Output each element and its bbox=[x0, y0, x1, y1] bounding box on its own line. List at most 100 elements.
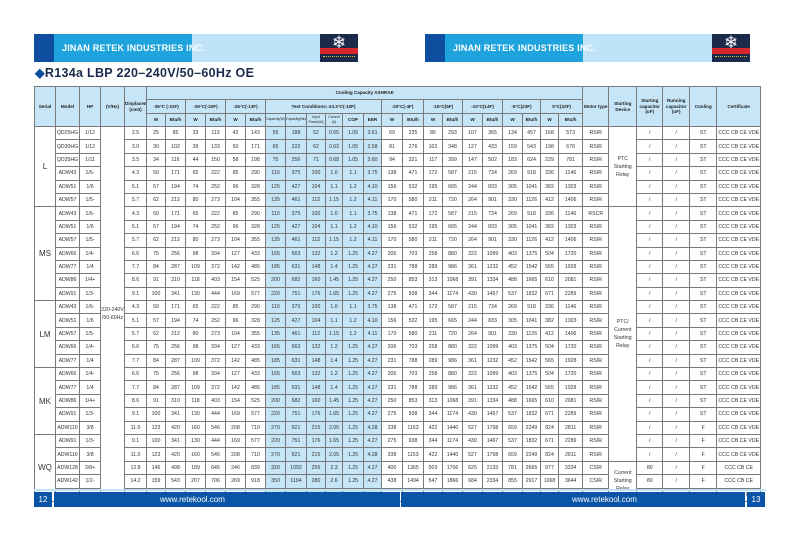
cooling-cell: ST bbox=[689, 125, 718, 141]
running-capacitor-cell: / bbox=[662, 286, 691, 302]
certificate-cell: CCC CB CE VDE bbox=[716, 393, 762, 409]
displacement-cell: 8.6 bbox=[124, 393, 147, 409]
cooling-cell: ST bbox=[689, 166, 718, 181]
eer-cell: 4.27 bbox=[363, 246, 382, 261]
capacity-btu-cell: 427 bbox=[285, 179, 307, 194]
website-link[interactable]: www.retekool.com bbox=[572, 495, 637, 504]
btu-0-cell: 2289 bbox=[557, 433, 584, 449]
hp-cell: 1/11 bbox=[79, 152, 101, 168]
running-capacitor-cell: / bbox=[662, 152, 691, 168]
btu-15-cell: 399 bbox=[442, 152, 463, 168]
starting-capacitor-cell: / bbox=[636, 246, 664, 261]
capacity-w-cell: 125 bbox=[265, 179, 286, 194]
w-15-cell: 289 bbox=[423, 259, 443, 275]
banner-accent bbox=[54, 34, 192, 62]
btu-10-cell: 901 bbox=[482, 192, 503, 208]
starting-capacitor-cell: / bbox=[636, 166, 664, 181]
w-30-cell: 118 bbox=[185, 273, 206, 288]
btu-0-cell: 1406 bbox=[557, 233, 584, 248]
btu-20-cell: 1153 bbox=[402, 447, 424, 462]
current-cell: 1.65 bbox=[325, 286, 343, 302]
certificate-cell: CCC CB CE VDE bbox=[716, 166, 762, 181]
w-35-cell: 75 bbox=[146, 340, 166, 355]
starting-capacitor-cell: / bbox=[636, 340, 664, 355]
current-cell: 1.0 bbox=[325, 206, 343, 221]
website-link[interactable]: www.retekool.com bbox=[160, 495, 225, 504]
hp-cell: 1/3- bbox=[79, 407, 101, 422]
btu-0-cell: 1146 bbox=[557, 300, 584, 315]
running-capacitor-cell: / bbox=[662, 259, 691, 275]
w-5-cell: 488 bbox=[502, 273, 523, 288]
table-row: ADW66 1/4- 6.6 75 256 98 334 127 433 165 563 132 1.2… bbox=[35, 246, 762, 261]
w-0-cell: 382 bbox=[540, 313, 559, 328]
col-btu: Btu/h bbox=[522, 113, 541, 127]
w-10-cell: 127 bbox=[462, 139, 483, 154]
certificate-cell: CCC CB CE VDE bbox=[716, 340, 762, 355]
starting-capacitor-cell: / bbox=[636, 206, 664, 221]
model-cell: ADW51 bbox=[55, 179, 80, 194]
btu-10-cell: 1334 bbox=[482, 393, 503, 409]
col-w: W bbox=[423, 113, 443, 127]
w-20-cell: 206 bbox=[381, 246, 403, 261]
btu-25-cell: 839 bbox=[245, 460, 266, 476]
btu-5-cell: 2665 bbox=[522, 460, 541, 476]
motor-type-cell: CSIR bbox=[582, 474, 610, 489]
running-capacitor-cell: / bbox=[662, 433, 691, 449]
eer-cell: 4.28 bbox=[363, 420, 382, 435]
btu-25-cell: 290 bbox=[245, 166, 266, 181]
btu-35-cell: 420 bbox=[165, 447, 186, 462]
btu-35-cell: 171 bbox=[165, 300, 186, 315]
current-cell: 1.0 bbox=[325, 300, 343, 315]
btu-10-cell: 901 bbox=[482, 326, 503, 342]
w-5-cell: 305 bbox=[502, 179, 523, 194]
current-cell: 2.3 bbox=[325, 460, 343, 476]
w-30-cell: 33 bbox=[185, 125, 206, 141]
current-cell: 0.68 bbox=[325, 152, 343, 168]
hp-cell: 3/8 bbox=[79, 447, 101, 462]
page-number-right: 13 bbox=[747, 492, 765, 507]
w-20-cell: 206 bbox=[381, 367, 403, 382]
btu-15-cell: 665 bbox=[442, 219, 463, 235]
btu-25-cell: 198 bbox=[245, 152, 266, 168]
cop-cell: 1.25 bbox=[342, 420, 364, 435]
running-capacitor-cell: / bbox=[662, 139, 691, 154]
btu-15-cell: 1706 bbox=[442, 460, 463, 476]
btu-35-cell: 171 bbox=[165, 166, 186, 181]
w-15-cell: 547 bbox=[423, 474, 443, 489]
w-30-cell: 109 bbox=[185, 353, 206, 369]
current-cell: 2.05 bbox=[325, 420, 343, 435]
w-25-cell: 85 bbox=[225, 300, 246, 315]
displacement-cell: 7.7 bbox=[124, 353, 147, 369]
w-15-cell: 258 bbox=[423, 246, 443, 261]
eer-cell: 3.58 bbox=[363, 139, 382, 154]
btu-30-cell: 222 bbox=[205, 166, 226, 181]
btu-20-cell: 235 bbox=[402, 125, 424, 141]
capacity-w-cell: 200 bbox=[265, 273, 286, 288]
capacity-w-cell: 270 bbox=[265, 447, 286, 462]
current-cell: 1.45 bbox=[325, 273, 343, 288]
displacement-cell: 9.1 bbox=[124, 407, 147, 422]
header-banner-right: JINAN RETEK INDUSTRIES INC. ❄ bbox=[425, 34, 750, 62]
cooling-cell: ST bbox=[689, 407, 718, 422]
col-temp-0: 0°C(32F) bbox=[539, 99, 584, 114]
w-15-cell: 172 bbox=[423, 206, 443, 221]
starting-capacitor-cell: 80 bbox=[636, 460, 664, 476]
btu-15-cell: 986 bbox=[442, 353, 463, 369]
col-btu: Btu/h bbox=[205, 113, 226, 127]
btu-15-cell: 986 bbox=[442, 380, 463, 395]
capacity-w-cell: 185 bbox=[265, 353, 286, 369]
w-35-cell: 123 bbox=[146, 447, 166, 462]
w-15-cell: 422 bbox=[423, 447, 443, 462]
btu-25-cell: 433 bbox=[245, 367, 266, 382]
btu-35-cell: 85 bbox=[165, 125, 186, 141]
col-eer: EER bbox=[363, 113, 382, 127]
starting-capacitor-cell: / bbox=[636, 326, 664, 342]
w-30-cell: 160 bbox=[185, 420, 206, 435]
w-5-cell: 488 bbox=[502, 393, 523, 409]
btu-10-cell: 833 bbox=[482, 179, 503, 194]
btu-25-cell: 433 bbox=[245, 340, 266, 355]
btu-25-cell: 577 bbox=[245, 407, 266, 422]
certificate-cell: CCC CB CE VDE bbox=[716, 420, 762, 435]
btu-25-cell: 290 bbox=[245, 300, 266, 315]
w-10-cell: 361 bbox=[462, 380, 483, 395]
